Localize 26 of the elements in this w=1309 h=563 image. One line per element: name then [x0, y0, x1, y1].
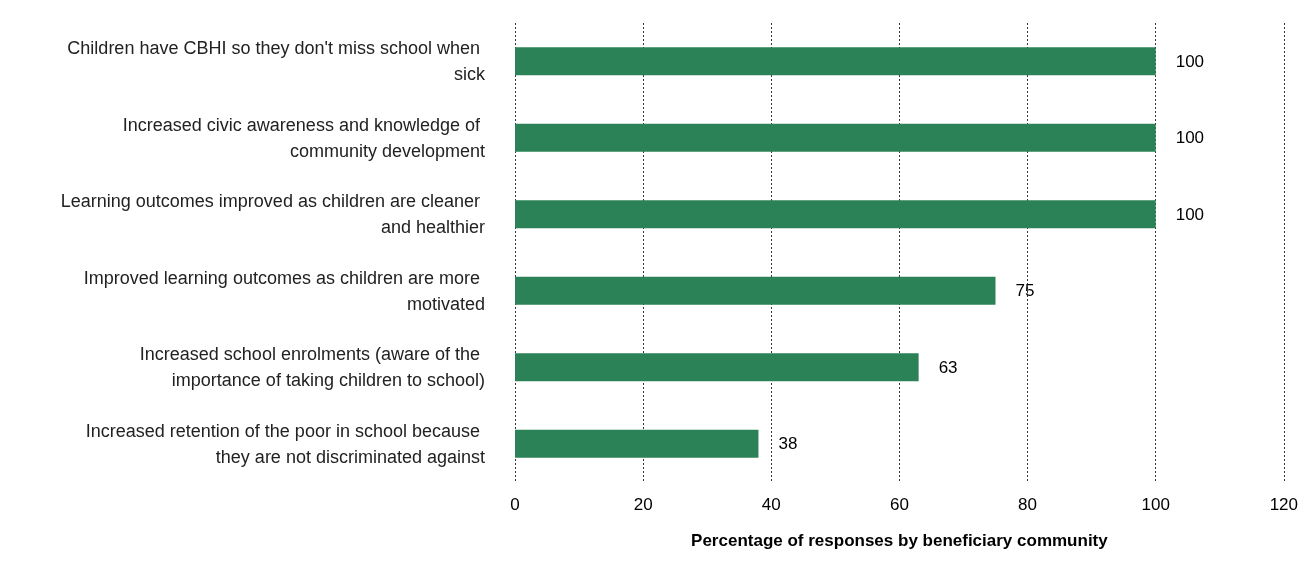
- bar: [515, 353, 919, 382]
- x-tick-label: 60: [889, 495, 909, 514]
- x-tick-label: 100: [1141, 495, 1170, 514]
- data-label: 63: [938, 357, 958, 377]
- y-tick-label: Learning outcomes improved as children are cleaner and healthier: [60, 191, 485, 238]
- data-label: 100: [1175, 204, 1205, 224]
- x-tick-label: 40: [761, 495, 781, 514]
- x-tick-label: 120: [1269, 495, 1299, 514]
- x-axis-title: Percentage of responses by beneficiary community: [691, 531, 1109, 550]
- x-tick-label: 20: [633, 495, 653, 514]
- data-label: 38: [778, 434, 798, 454]
- data-label: 100: [1175, 128, 1205, 148]
- bar: [515, 276, 996, 305]
- bar: [515, 47, 1156, 76]
- y-tick-label: Children have CBHI so they don't miss school when sick: [67, 38, 486, 85]
- bar: [515, 200, 1156, 229]
- data-label: 75: [1015, 281, 1035, 301]
- x-tick-label: 0: [510, 495, 520, 514]
- y-tick-label: Increased civic awareness and knowledge of community development: [122, 114, 485, 161]
- y-tick-label: Increased retention of the poor in school because they are not discriminated against: [85, 420, 485, 467]
- data-label: 100: [1175, 51, 1205, 71]
- x-tick-label: 80: [1018, 495, 1038, 514]
- bar: [515, 123, 1156, 152]
- y-tick-label: Increased school enrolments (aware of the importance of taking children to school): [139, 344, 485, 391]
- bar: [515, 429, 759, 458]
- y-tick-label: Improved learning outcomes as children are more motivated: [83, 267, 485, 314]
